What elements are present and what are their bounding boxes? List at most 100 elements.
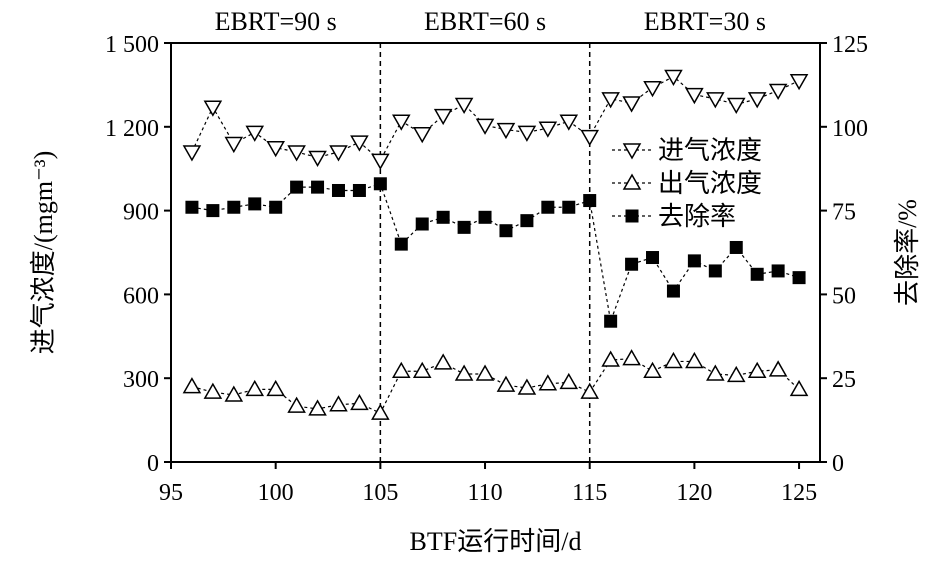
data-point [601, 92, 620, 109]
data-point [706, 92, 725, 109]
legend-item: 出气浓度 [612, 169, 762, 198]
data-point [308, 150, 327, 168]
data-point [538, 121, 558, 138]
data-point [182, 145, 202, 162]
data-point [371, 403, 390, 420]
y-right-tick-label: 75 [832, 200, 856, 226]
data-point [750, 267, 764, 281]
data-point [666, 284, 680, 298]
data-point [685, 87, 704, 105]
x-tick-label: 115 [572, 480, 607, 506]
data-point [643, 80, 662, 98]
y-left-tick-label: 300 [123, 367, 159, 393]
data-point [266, 141, 285, 158]
data-point [329, 145, 348, 162]
data-point [224, 136, 244, 154]
data-point [768, 360, 788, 377]
data-point [475, 118, 495, 135]
data-point [329, 395, 348, 412]
legend-marker [625, 209, 639, 223]
data-point [792, 271, 806, 285]
data-point [331, 183, 345, 197]
data-point [768, 83, 788, 100]
data-point [559, 114, 579, 131]
data-point [391, 114, 411, 131]
data-point [245, 125, 265, 142]
y-right-tick-label: 100 [832, 116, 868, 142]
data-point [541, 200, 555, 214]
data-point [373, 177, 387, 191]
data-point [454, 97, 474, 114]
data-point [433, 108, 453, 126]
data-point [496, 375, 516, 392]
legend-label: 出气浓度 [658, 169, 762, 198]
data-point [517, 378, 537, 395]
legend-label: 去除率 [658, 202, 736, 231]
data-point [664, 351, 683, 369]
data-point [266, 379, 285, 397]
data-point [520, 214, 534, 228]
data-point [580, 129, 600, 147]
series-line [191, 358, 800, 414]
data-point [412, 361, 432, 378]
data-point [203, 382, 223, 399]
period-labels: EBRT=90 s EBRT=60 s EBRT=30 s [215, 7, 766, 36]
data-point [308, 399, 327, 416]
data-point [729, 240, 743, 254]
y-axis-right: 0 25 50 75 100 125 [820, 32, 868, 477]
data-point [601, 350, 620, 367]
data-point [350, 135, 369, 152]
x-tick-label: 100 [258, 480, 294, 506]
data-point [478, 210, 492, 224]
y-left-tick-label: 1 500 [105, 32, 159, 58]
plot-frame [170, 42, 821, 463]
data-point [412, 127, 432, 144]
data-point [391, 361, 411, 378]
series-layer [182, 69, 809, 420]
x-tick-label: 125 [781, 480, 817, 506]
data-point [287, 396, 306, 413]
data-point [687, 254, 701, 268]
data-point [206, 204, 220, 218]
period-label: EBRT=30 s [644, 7, 766, 36]
data-point [708, 264, 722, 278]
data-point [604, 314, 618, 328]
data-point [475, 364, 495, 381]
data-point [350, 393, 369, 411]
data-point [371, 153, 390, 170]
series-triangle-down [182, 69, 809, 170]
data-point [517, 125, 537, 142]
y-left-tick-label: 600 [123, 283, 159, 309]
y-left-tick-label: 900 [123, 200, 159, 226]
data-point [625, 257, 639, 271]
legend-marker [622, 143, 642, 160]
y-right-tick-label: 25 [832, 367, 856, 393]
y-left-tick-label: 0 [147, 451, 159, 477]
data-point [227, 200, 241, 214]
x-tick-label: 105 [362, 480, 398, 506]
data-point [436, 210, 450, 224]
y-right-tick-label: 50 [832, 283, 856, 309]
data-point [706, 364, 725, 381]
y-right-tick-label: 125 [832, 32, 868, 58]
y-axis-right-title: 去除率/% [893, 199, 922, 306]
data-point [454, 364, 474, 381]
data-point [415, 217, 429, 231]
x-tick-label: 120 [676, 480, 712, 506]
data-point [789, 73, 809, 91]
data-point [433, 353, 453, 370]
y-axis-left: 0 300 600 900 1 200 1 500 [105, 32, 171, 477]
data-point [182, 377, 202, 394]
data-point [496, 122, 516, 140]
data-point [622, 96, 641, 113]
data-point [457, 220, 471, 234]
series-triangle-up [182, 349, 809, 420]
y-axis-left-title: 进气浓度/(mgm⁻³) [29, 151, 58, 355]
x-tick-label: 110 [467, 480, 502, 506]
period-label: EBRT=90 s [215, 7, 337, 36]
legend-marker [622, 173, 642, 190]
data-point [248, 197, 262, 211]
data-point [583, 194, 597, 208]
